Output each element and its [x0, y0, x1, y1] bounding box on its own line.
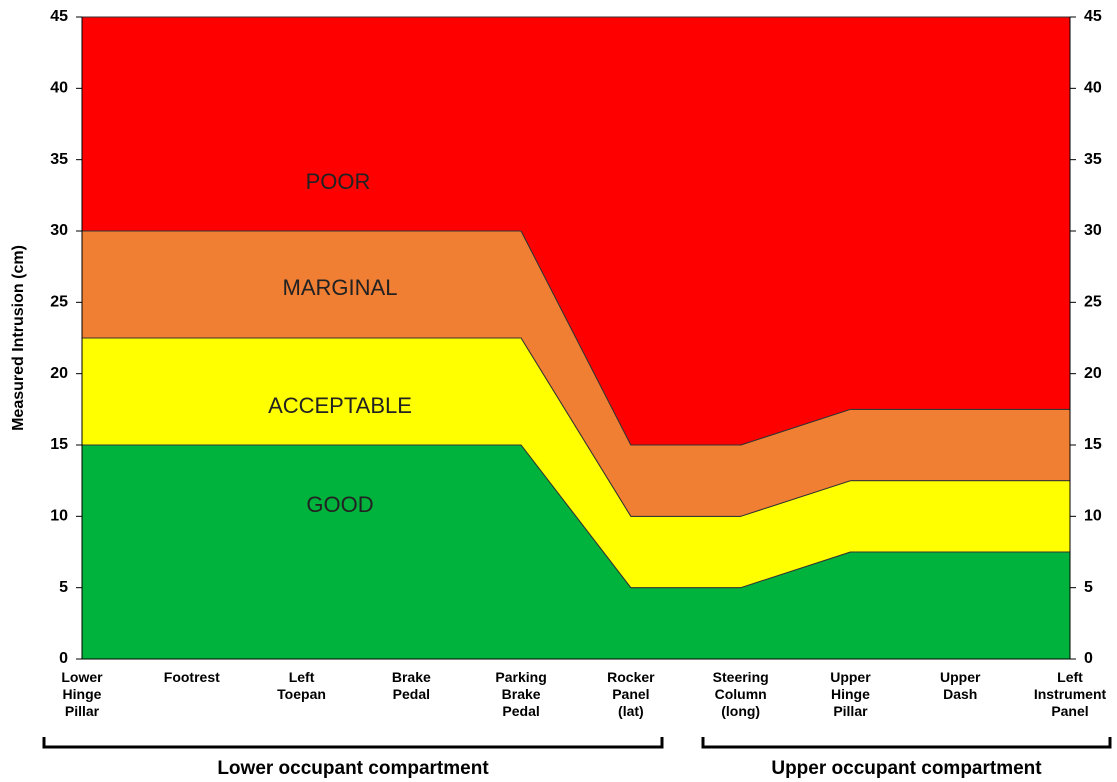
band-label: MARGINAL: [283, 275, 398, 300]
x-tick-label-line: Upper: [830, 669, 871, 685]
x-tick-label: Parking Brake Pedal: [495, 669, 546, 719]
x-tick-label-line: Dash: [943, 686, 977, 702]
x-tick-label: Brake Pedal: [392, 669, 431, 702]
y-tick-label: 35: [50, 151, 68, 168]
x-tick-label: Left Toepan: [277, 669, 326, 702]
y-tick-label: 30: [50, 222, 68, 239]
x-tick-label: Lower Hinge Pillar: [61, 669, 103, 719]
y2-tick-label: 45: [1084, 8, 1102, 25]
y-tick-label: 5: [59, 579, 68, 596]
y2-tick-label: 40: [1084, 80, 1102, 97]
group-label: Upper occupant compartment: [771, 758, 1042, 779]
y2-tick-label: 10: [1084, 508, 1102, 525]
y-tick-label: 40: [50, 80, 68, 97]
x-tick-label-line: Pillar: [65, 703, 100, 719]
y-tick-label: 15: [50, 436, 68, 453]
y2-tick-label: 30: [1084, 222, 1102, 239]
bracket: [701, 737, 1112, 749]
x-tick-label-line: Column: [715, 686, 767, 702]
group-label: Lower occupant compartment: [217, 758, 489, 779]
band-label: POOR: [306, 169, 371, 194]
x-tick-label: Left Instrument Panel: [1034, 669, 1107, 719]
x-tick-label-line: Panel: [612, 686, 649, 702]
x-tick-label: Rocker Panel (lat): [607, 669, 655, 719]
x-tick-label-line: Left: [289, 669, 315, 685]
x-tick-label-line: Pillar: [833, 703, 868, 719]
x-tick-label-line: Parking: [495, 669, 546, 685]
x-tick-label-line: Hinge: [831, 686, 870, 702]
x-tick-label-line: Steering: [713, 669, 769, 685]
y2-tick-label: 15: [1084, 436, 1102, 453]
x-tick-label-line: Pedal: [393, 686, 430, 702]
x-tick-label: Upper Dash: [940, 669, 981, 702]
y2-tick-label: 20: [1084, 365, 1102, 382]
x-tick-label-line: Pedal: [502, 703, 539, 719]
x-tick-label-line: Brake: [392, 669, 431, 685]
x-tick-label-line: Instrument: [1034, 686, 1107, 702]
y2-tick-label: 25: [1084, 294, 1102, 311]
x-tick-label-line: Lower: [61, 669, 103, 685]
y2-tick-label: 35: [1084, 151, 1102, 168]
y-axis-title: Measured Intrusion (cm): [10, 245, 27, 431]
x-tick-label: Steering Column (long): [713, 669, 769, 719]
y-tick-label: 0: [59, 650, 68, 667]
x-tick-label-line: Left: [1057, 669, 1083, 685]
x-tick-label: Footrest: [164, 669, 220, 685]
y-tick-label: 20: [50, 365, 68, 382]
band-label: ACCEPTABLE: [268, 393, 412, 418]
bracket: [42, 737, 664, 749]
x-tick-label-line: Panel: [1051, 703, 1088, 719]
x-tick-label: Upper Hinge Pillar: [830, 669, 871, 719]
band-label: GOOD: [306, 492, 373, 517]
x-tick-label-line: Hinge: [63, 686, 102, 702]
y2-tick-label: 5: [1084, 579, 1093, 596]
x-tick-label-line: (long): [721, 703, 760, 719]
x-tick-label-line: Toepan: [277, 686, 326, 702]
x-tick-label-line: Brake: [502, 686, 541, 702]
y-tick-label: 10: [50, 508, 68, 525]
x-tick-label-line: (lat): [618, 703, 644, 719]
y-tick-label: 45: [50, 8, 68, 25]
x-tick-label-line: Footrest: [164, 669, 220, 685]
y-tick-label: 25: [50, 294, 68, 311]
y2-tick-label: 0: [1084, 650, 1093, 667]
x-tick-label-line: Rocker: [607, 669, 655, 685]
x-tick-label-line: Upper: [940, 669, 981, 685]
